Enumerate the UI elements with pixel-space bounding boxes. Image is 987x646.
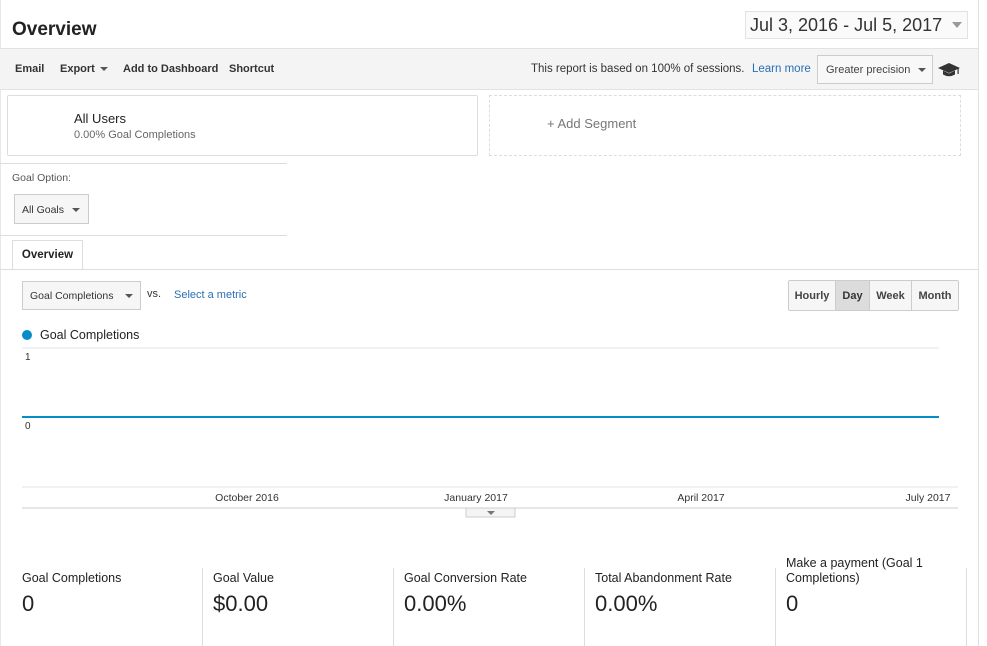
- goal-completions-chart: 1 0 October 2016 January 2017 April 2017 July…: [22, 347, 958, 518]
- sampling-note: This report is based on 100% of sessions…: [531, 63, 745, 75]
- divider: [202, 568, 203, 646]
- scorecard-value: 0: [22, 591, 35, 616]
- scorecard-label: Goal Value: [213, 571, 274, 585]
- segment-all-users[interactable]: All Users 0.00% Goal Completions: [7, 95, 478, 156]
- granularity-hourly-button[interactable]: Hourly: [789, 281, 836, 310]
- segment-name: All Users: [74, 111, 127, 126]
- scorecard-label: Total Abandonment Rate: [595, 571, 732, 585]
- goal-option-label: Goal Option:: [12, 172, 71, 184]
- y-tick-label: 0: [25, 421, 31, 432]
- legend-marker: [22, 330, 32, 340]
- divider: [775, 568, 776, 646]
- x-tick-label: January 2017: [444, 492, 508, 504]
- scorecard-goal-completions[interactable]: Goal Completions 0: [22, 555, 197, 646]
- x-tick-label: April 2017: [677, 492, 724, 504]
- scorecard-make-a-payment[interactable]: Make a payment (Goal 1 Completions) 0: [786, 555, 961, 646]
- scorecard-label: Make a payment (Goal 1 Completions): [786, 556, 923, 585]
- time-granularity-toggle: Hourly Day Week Month: [788, 280, 959, 311]
- chevron-down-icon: [125, 294, 133, 298]
- page-title: Overview: [12, 19, 97, 40]
- metric-select-value: Goal Completions: [30, 290, 114, 302]
- tab-divider: [0, 269, 978, 270]
- scorecard-label: Goal Completions: [22, 571, 122, 585]
- scorecard-value: 0.00%: [404, 591, 467, 616]
- learn-more-link[interactable]: Learn more: [752, 63, 811, 75]
- report-toolbar: Email Export Add to Dashboard Shortcut T…: [0, 48, 978, 90]
- x-tick-label: October 2016: [215, 492, 279, 504]
- scorecard-value: 0.00%: [595, 591, 658, 616]
- divider: [966, 568, 967, 646]
- scorecard-goal-conversion-rate[interactable]: Goal Conversion Rate 0.00%: [404, 555, 579, 646]
- chevron-down-icon: [952, 22, 962, 28]
- scorecard-label: Goal Conversion Rate: [404, 571, 527, 585]
- y-tick-label: 1: [25, 352, 31, 363]
- date-range-picker[interactable]: Jul 3, 2016 - Jul 5, 2017: [745, 11, 968, 39]
- right-border: [978, 0, 979, 646]
- goal-option-value: All Goals: [22, 204, 65, 216]
- x-tick-label: July 2017: [906, 492, 951, 504]
- date-range-text: Jul 3, 2016 - Jul 5, 2017: [750, 14, 943, 35]
- chevron-down-icon: [918, 68, 926, 72]
- vs-label: vs.: [147, 288, 162, 300]
- legend-label: Goal Completions: [40, 328, 140, 342]
- divider: [393, 568, 394, 646]
- scorecard-goal-value[interactable]: Goal Value $0.00: [213, 555, 388, 646]
- scorecard-total-abandonment-rate[interactable]: Total Abandonment Rate 0.00%: [595, 555, 770, 646]
- scorecard-value: $0.00: [213, 591, 269, 616]
- segment-subtitle: 0.00% Goal Completions: [74, 129, 196, 141]
- divider: [0, 163, 287, 164]
- divider: [0, 235, 287, 236]
- export-button[interactable]: Export: [60, 63, 108, 75]
- granularity-day-button[interactable]: Day: [836, 281, 870, 310]
- left-border: [0, 0, 1, 646]
- granularity-week-button[interactable]: Week: [870, 281, 912, 310]
- chevron-down-icon: [487, 511, 495, 515]
- add-segment-label: + Add Segment: [547, 116, 637, 131]
- goal-option-select[interactable]: All Goals: [14, 194, 89, 224]
- tab-overview[interactable]: Overview: [12, 240, 83, 270]
- email-button[interactable]: Email: [15, 63, 45, 75]
- graduation-cap-icon[interactable]: [938, 62, 960, 78]
- export-label: Export: [60, 63, 95, 75]
- add-to-dashboard-button[interactable]: Add to Dashboard: [123, 63, 219, 75]
- select-metric-link[interactable]: Select a metric: [174, 289, 247, 301]
- add-segment-button[interactable]: + Add Segment: [489, 95, 961, 156]
- precision-value: Greater precision: [826, 64, 911, 76]
- chevron-down-icon: [99, 67, 108, 72]
- shortcut-button[interactable]: Shortcut: [229, 63, 275, 75]
- granularity-month-button[interactable]: Month: [912, 281, 958, 310]
- divider: [584, 568, 585, 646]
- precision-select[interactable]: Greater precision: [817, 55, 933, 84]
- chevron-down-icon: [72, 208, 80, 212]
- metric-select[interactable]: Goal Completions: [22, 281, 141, 310]
- scorecard-value: 0: [786, 591, 799, 616]
